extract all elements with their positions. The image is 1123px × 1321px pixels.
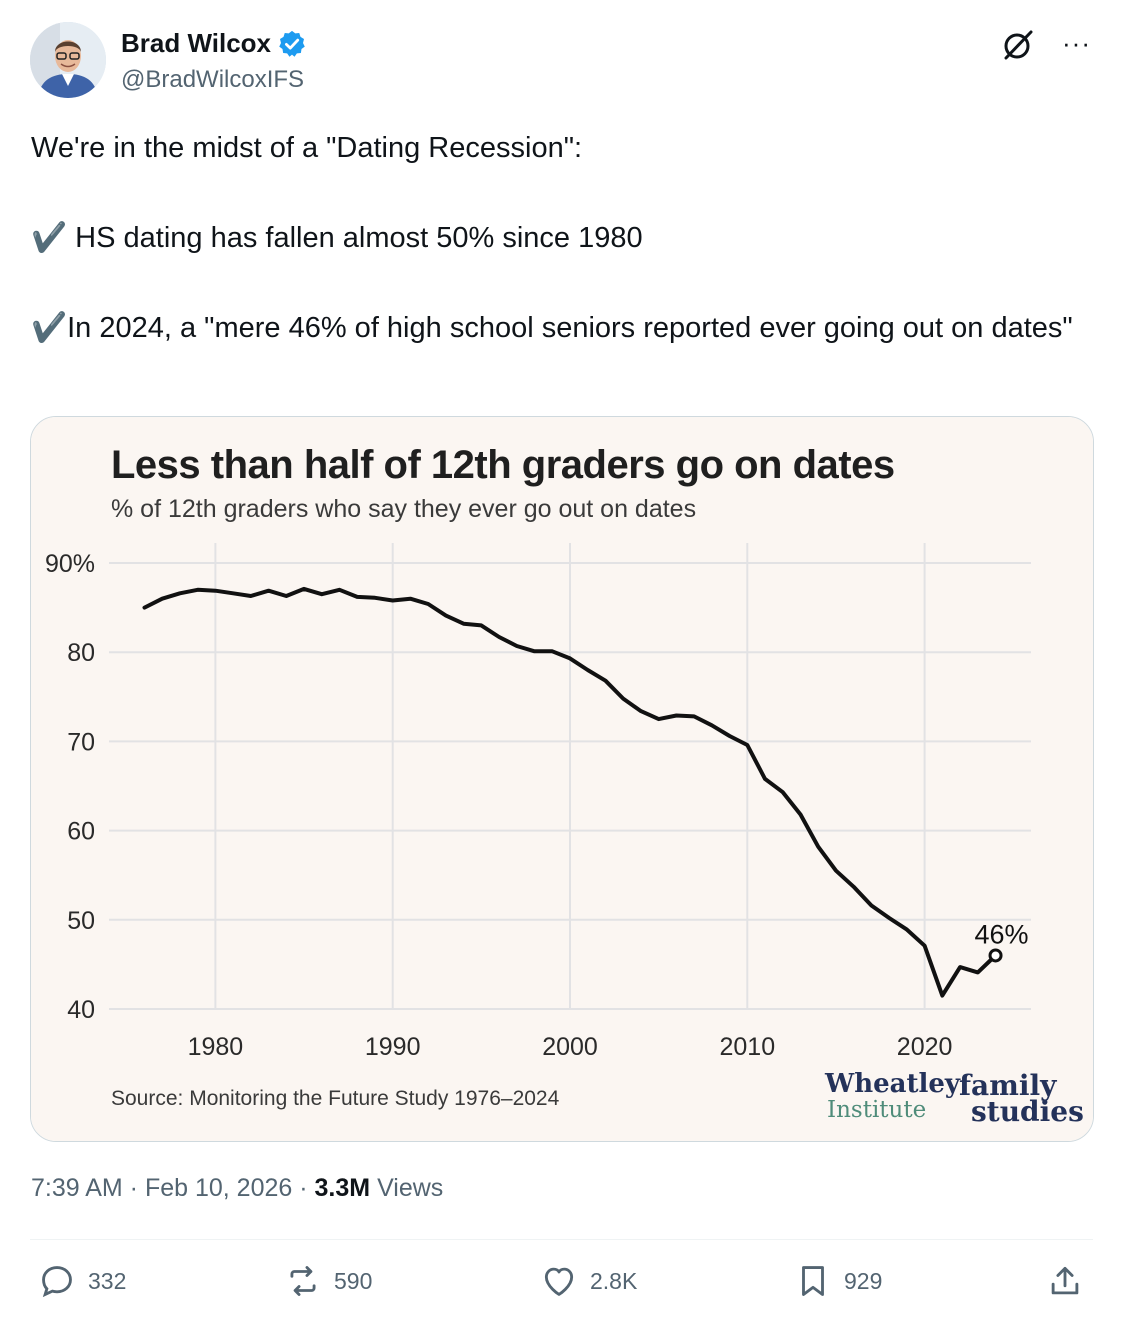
chart-source: Source: Monitoring the Future Study 1976… — [111, 1087, 560, 1110]
views-count: 3.3M — [314, 1174, 371, 1202]
like-button[interactable]: 2.8K — [540, 1262, 637, 1300]
y-tick-label: 50 — [67, 907, 95, 935]
tweet-date[interactable]: Feb 10, 2026 — [144, 1174, 293, 1202]
chart-title: Less than half of 12th graders go on dat… — [111, 443, 895, 487]
heart-icon — [544, 1267, 574, 1296]
author-name[interactable]: Brad Wilcox — [121, 28, 272, 58]
repost-icon — [290, 1266, 316, 1296]
avatar[interactable] — [30, 22, 106, 98]
tweet-time[interactable]: 7:39 AM — [31, 1174, 123, 1202]
tweet-meta: 7:39 AM · Feb 10, 2026 · 3.3M Views — [31, 1174, 444, 1202]
y-tick-label: 70 — [67, 728, 95, 756]
action-bar: 332 590 2.8K 929 — [30, 1262, 1093, 1310]
tweet-text: We're in the midst of a "Dating Recessio… — [31, 126, 1101, 351]
end-point-marker — [988, 948, 1003, 963]
reply-button[interactable]: 332 — [38, 1262, 126, 1300]
tweet-line: ✔️In 2024, a "mere 46% of high school se… — [31, 312, 1073, 344]
tweet-line: ✔️ HS dating has fallen almost 50% since… — [31, 222, 643, 254]
more-options-icon[interactable]: ··· — [1062, 28, 1091, 58]
like-count: 2.8K — [590, 1267, 638, 1294]
wheatley-logo-text: Wheatley — [825, 1069, 961, 1099]
views-label: Views — [377, 1174, 444, 1202]
line-chart: 40 50 60 70 80 90% 1980 1990 2000 2010 2020 46% — [31, 417, 1093, 1141]
share-icon — [1051, 1266, 1079, 1295]
x-tick-label: 2000 — [542, 1033, 598, 1061]
x-tick-label: 2020 — [897, 1033, 953, 1061]
end-value-label: 46% — [975, 919, 1029, 949]
chart-image-card[interactable]: 40 50 60 70 80 90% 1980 1990 2000 2010 2020 46% Les… — [30, 416, 1094, 1142]
author-handle[interactable]: @BradWilcoxIFS — [121, 66, 305, 93]
bookmark-count: 929 — [844, 1267, 883, 1294]
x-tick-label: 2010 — [719, 1033, 775, 1061]
y-tick-label: 90% — [45, 550, 95, 578]
y-tick-label: 60 — [67, 818, 95, 846]
divider — [30, 1239, 1093, 1240]
family-studies-logo-text: family — [959, 1069, 1057, 1102]
reply-count: 332 — [88, 1267, 127, 1294]
chart-subtitle: % of 12th graders who say they ever go o… — [111, 495, 697, 523]
x-tick-label: 1990 — [365, 1033, 421, 1061]
bookmark-icon — [802, 1266, 824, 1296]
tweet-line: We're in the midst of a "Dating Recessio… — [31, 132, 583, 164]
series-line — [142, 586, 998, 998]
family-studies-logo-subtext: studies — [971, 1095, 1084, 1128]
verified-badge-icon — [279, 30, 305, 57]
wheatley-logo-subtext: Institute — [827, 1097, 927, 1123]
grok-icon[interactable] — [1001, 28, 1035, 62]
repost-count: 590 — [334, 1267, 373, 1294]
reply-icon — [42, 1266, 72, 1298]
share-button[interactable] — [1046, 1262, 1096, 1300]
tweet-header: Brad Wilcox @BradWilcoxIFS ··· — [30, 22, 1093, 102]
y-tick-label: 40 — [67, 996, 95, 1024]
repost-button[interactable]: 590 — [284, 1262, 372, 1300]
y-tick-label: 80 — [67, 639, 95, 667]
chart-background — [31, 417, 1093, 1141]
bookmark-button[interactable]: 929 — [794, 1262, 882, 1300]
x-tick-label: 1980 — [188, 1033, 244, 1061]
